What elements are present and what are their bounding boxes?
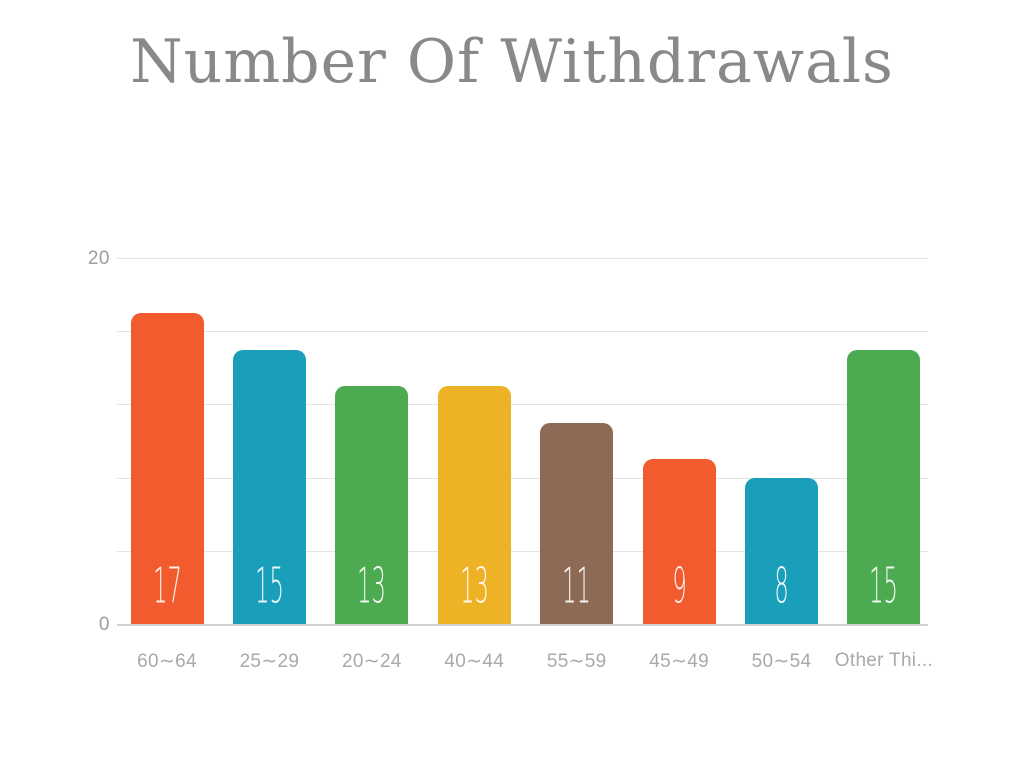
y-axis-tick-label: 20: [87, 248, 110, 269]
bar-1: 17: [130, 312, 204, 624]
x-axis-label: 55∼59: [546, 651, 607, 672]
plot-area: 20 0 17 60∼64 15 25∼29 13 20∼24 13 40∼44 11 55∼59 9 4…: [88, 248, 933, 672]
y-axis-tick-label: 0: [98, 614, 110, 635]
bar-value-label: 11: [562, 557, 592, 616]
bar-value-label: 9: [671, 557, 687, 616]
bar-7: 8: [745, 477, 819, 624]
bar-5: 11: [540, 422, 614, 624]
bar-4: 13: [437, 386, 511, 624]
bar-value-label: 13: [459, 557, 489, 616]
bar-value-label: 17: [152, 557, 182, 616]
bar-value-label: 15: [255, 557, 284, 616]
x-axis-label: 60∼64: [137, 651, 197, 672]
x-axis-label: Other Thi...: [834, 650, 934, 671]
bar-6: 9: [642, 459, 716, 624]
x-axis-label: 45∼49: [649, 651, 709, 672]
x-axis-label: 50∼54: [751, 651, 812, 672]
bar-value-label: 15: [869, 557, 899, 616]
chart-title: Number Of Withdrawals: [130, 27, 894, 97]
bar-8: 15: [847, 349, 921, 624]
gridline: [117, 550, 928, 552]
bar-value-label: 13: [357, 557, 387, 616]
x-axis-label: 40∼44: [444, 651, 505, 672]
gridline: [117, 331, 928, 333]
bar-2: 15: [232, 349, 306, 624]
x-axis-label: 20∼24: [341, 651, 402, 672]
gridline: [117, 404, 928, 406]
gridline: [117, 258, 928, 259]
gridline: [117, 477, 928, 479]
bar-value-label: 8: [774, 557, 789, 616]
x-axis-label: 25∼29: [239, 651, 300, 672]
x-axis-baseline: [117, 624, 928, 626]
bar-3: 13: [335, 386, 409, 624]
